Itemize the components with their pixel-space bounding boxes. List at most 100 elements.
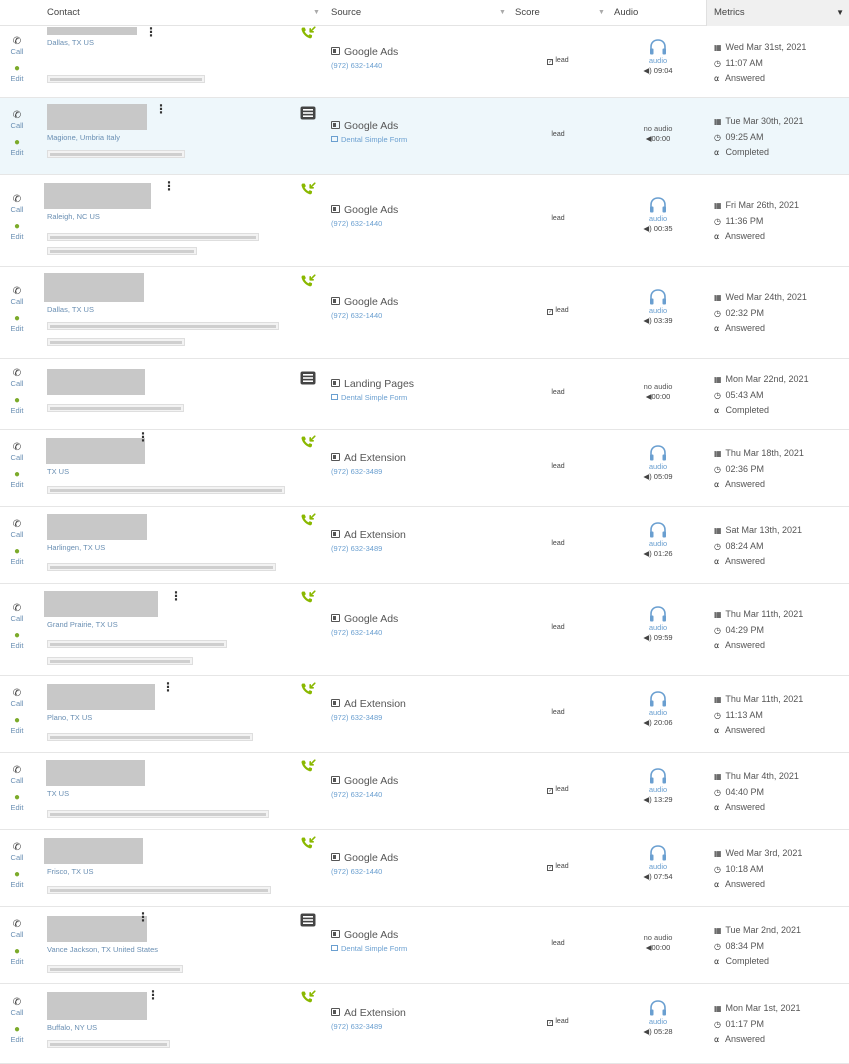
score-cell[interactable]: ✓ lead bbox=[547, 1018, 569, 1026]
more-options-icon[interactable]: ⋮ bbox=[147, 988, 159, 1002]
audio-cell[interactable]: audio ◀) 01:26 bbox=[628, 521, 688, 559]
more-options-icon[interactable]: ⋮ bbox=[145, 25, 157, 39]
phone-icon[interactable]: ✆ bbox=[12, 442, 22, 453]
person-icon[interactable]: ● bbox=[13, 137, 21, 148]
score-cell[interactable]: ✓ lead bbox=[547, 786, 569, 794]
source-detail[interactable]: (972) 632-1440 bbox=[331, 219, 383, 228]
headphones-icon[interactable] bbox=[628, 38, 688, 56]
call-link[interactable]: Call bbox=[10, 379, 24, 388]
audio-link[interactable]: audio bbox=[648, 1017, 668, 1026]
call-action[interactable]: ✆ Call bbox=[9, 36, 25, 56]
edit-link[interactable]: Edit bbox=[10, 74, 24, 83]
edit-action[interactable]: ● Edit bbox=[9, 792, 25, 812]
column-header-metrics[interactable]: Metrics ▼ bbox=[706, 0, 849, 26]
audio-link[interactable]: audio bbox=[648, 862, 668, 871]
call-link[interactable]: Call bbox=[10, 453, 24, 462]
audio-cell[interactable]: audio ◀) 05:09 bbox=[628, 444, 688, 482]
call-link[interactable]: Call bbox=[10, 1008, 24, 1017]
more-options-icon[interactable]: ⋮ bbox=[155, 102, 167, 116]
table-row[interactable]: ✆ Call ● Edit ⋮ Magione, Umbria Italy Google A… bbox=[0, 98, 849, 175]
call-link[interactable]: Call bbox=[10, 776, 24, 785]
column-header-audio[interactable]: Audio bbox=[614, 7, 639, 18]
headphones-icon[interactable] bbox=[628, 288, 688, 306]
edit-link[interactable]: Edit bbox=[10, 641, 24, 650]
source-detail[interactable]: Dental Simple Form bbox=[331, 135, 407, 144]
edit-action[interactable]: ● Edit bbox=[9, 137, 25, 157]
source-detail[interactable]: (972) 632-1440 bbox=[331, 61, 383, 70]
table-row[interactable]: ✆ Call ● Edit Frisco, TX US Google Ads (972) 6… bbox=[0, 830, 849, 907]
headphones-icon[interactable] bbox=[628, 999, 688, 1017]
call-action[interactable]: ✆ Call bbox=[9, 765, 25, 785]
call-link[interactable]: Call bbox=[10, 205, 24, 214]
headphones-icon[interactable] bbox=[628, 767, 688, 785]
edit-action[interactable]: ● Edit bbox=[9, 469, 25, 489]
call-action[interactable]: ✆ Call bbox=[9, 368, 25, 388]
call-link[interactable]: Call bbox=[10, 699, 24, 708]
table-row[interactable]: ✆ Call ● Edit ⋮ Raleigh, NC US Google Ads (972)… bbox=[0, 175, 849, 267]
edit-action[interactable]: ● Edit bbox=[9, 869, 25, 889]
score-cell[interactable]: lead bbox=[551, 540, 565, 547]
source-detail[interactable]: (972) 632-1440 bbox=[331, 628, 383, 637]
call-link[interactable]: Call bbox=[10, 297, 24, 306]
table-row[interactable]: ✆ Call ● Edit Landing Pages Dental Simple For… bbox=[0, 359, 849, 430]
source-detail[interactable]: Dental Simple Form bbox=[331, 393, 407, 402]
call-action[interactable]: ✆ Call bbox=[9, 519, 25, 539]
checkbox-checked-icon[interactable]: ✓ bbox=[547, 59, 554, 65]
edit-link[interactable]: Edit bbox=[10, 148, 24, 157]
table-row[interactable]: ✆ Call ● Edit ⋮ Dallas, TX US Google Ads (972) … bbox=[0, 25, 849, 98]
phone-icon[interactable]: ✆ bbox=[12, 603, 22, 614]
more-options-icon[interactable]: ⋮ bbox=[137, 911, 149, 923]
score-cell[interactable]: ✓ lead bbox=[547, 863, 569, 871]
call-action[interactable]: ✆ Call bbox=[9, 997, 25, 1017]
score-cell[interactable]: lead bbox=[551, 709, 565, 716]
score-cell[interactable]: lead bbox=[551, 215, 565, 222]
person-icon[interactable]: ● bbox=[13, 630, 21, 641]
person-icon[interactable]: ● bbox=[13, 715, 21, 726]
table-row[interactable]: ✆ Call ● Edit ⋮ TX US Ad Extension (972) 632-34… bbox=[0, 430, 849, 507]
person-icon[interactable]: ● bbox=[13, 792, 21, 803]
call-link[interactable]: Call bbox=[10, 853, 24, 862]
audio-cell[interactable]: audio ◀) 13:29 bbox=[628, 767, 688, 805]
person-icon[interactable]: ● bbox=[13, 946, 21, 957]
edit-action[interactable]: ● Edit bbox=[9, 313, 25, 333]
edit-action[interactable]: ● Edit bbox=[9, 946, 25, 966]
audio-link[interactable]: audio bbox=[648, 785, 668, 794]
edit-action[interactable]: ● Edit bbox=[9, 221, 25, 241]
source-detail[interactable]: (972) 632-1440 bbox=[331, 311, 383, 320]
audio-link[interactable]: audio bbox=[648, 623, 668, 632]
score-cell[interactable]: lead bbox=[551, 389, 565, 396]
edit-link[interactable]: Edit bbox=[10, 726, 24, 735]
audio-link[interactable]: audio bbox=[648, 708, 668, 717]
source-detail[interactable]: (972) 632-1440 bbox=[331, 867, 383, 876]
source-detail[interactable]: (972) 632-3489 bbox=[331, 544, 383, 553]
source-detail[interactable]: Dental Simple Form bbox=[331, 944, 407, 953]
edit-link[interactable]: Edit bbox=[10, 1035, 24, 1044]
person-icon[interactable]: ● bbox=[13, 469, 21, 480]
edit-action[interactable]: ● Edit bbox=[9, 546, 25, 566]
score-cell[interactable]: lead bbox=[551, 131, 565, 138]
score-cell[interactable]: ✓ lead bbox=[547, 307, 569, 315]
headphones-icon[interactable] bbox=[628, 844, 688, 862]
score-cell[interactable]: ✓ lead bbox=[547, 57, 569, 65]
call-action[interactable]: ✆ Call bbox=[9, 842, 25, 862]
column-header-score[interactable]: Score bbox=[515, 7, 540, 18]
phone-icon[interactable]: ✆ bbox=[12, 286, 22, 297]
score-cell[interactable]: lead bbox=[551, 940, 565, 947]
audio-cell[interactable]: audio ◀) 05:28 bbox=[628, 999, 688, 1037]
checkbox-checked-icon[interactable]: ✓ bbox=[547, 309, 554, 315]
person-icon[interactable]: ● bbox=[13, 546, 21, 557]
call-action[interactable]: ✆ Call bbox=[9, 688, 25, 708]
column-header-contact[interactable]: Contact bbox=[47, 7, 80, 18]
edit-action[interactable]: ● Edit bbox=[9, 395, 25, 415]
audio-cell[interactable]: audio ◀) 20:06 bbox=[628, 690, 688, 728]
edit-link[interactable]: Edit bbox=[10, 557, 24, 566]
column-header-source[interactable]: Source bbox=[331, 7, 362, 18]
source-detail[interactable]: (972) 632-3489 bbox=[331, 467, 383, 476]
caret-down-icon[interactable]: ▼ bbox=[836, 8, 844, 17]
checkbox-checked-icon[interactable]: ✓ bbox=[547, 788, 554, 794]
audio-link[interactable]: audio bbox=[648, 56, 668, 65]
source-detail[interactable]: (972) 632-1440 bbox=[331, 790, 383, 799]
table-row[interactable]: ✆ Call ● Edit Dallas, TX US Google Ads (972) 6… bbox=[0, 267, 849, 359]
more-options-icon[interactable]: ⋮ bbox=[137, 430, 149, 444]
call-action[interactable]: ✆ Call bbox=[9, 442, 25, 462]
